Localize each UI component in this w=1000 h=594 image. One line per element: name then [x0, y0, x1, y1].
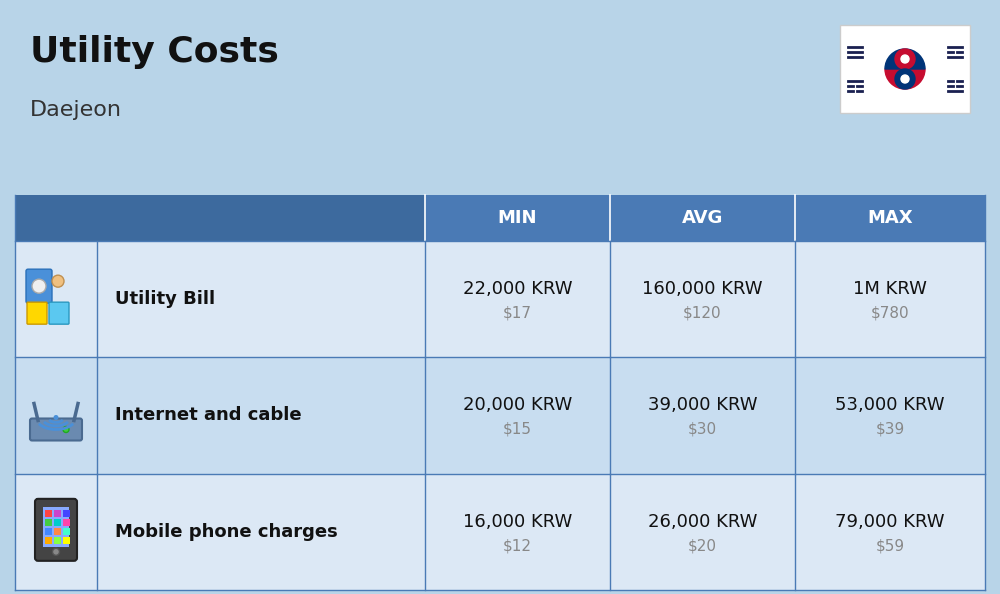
Text: AVG: AVG [682, 209, 723, 227]
FancyBboxPatch shape [49, 302, 69, 324]
Wedge shape [885, 49, 925, 69]
Bar [43, 507, 69, 547]
Text: $15: $15 [503, 422, 532, 437]
Text: MAX: MAX [867, 209, 913, 227]
Circle shape [52, 548, 60, 555]
Bar [45, 528, 52, 535]
Text: MIN: MIN [498, 209, 537, 227]
Text: Daejeon: Daejeon [30, 100, 122, 120]
Bar [45, 537, 52, 544]
Text: $780: $780 [871, 306, 909, 321]
Bar [63, 510, 70, 517]
Text: Utility Bill: Utility Bill [115, 290, 215, 308]
Text: 22,000 KRW: 22,000 KRW [463, 280, 572, 298]
Bar [63, 528, 70, 535]
FancyBboxPatch shape [30, 419, 82, 441]
Text: $20: $20 [688, 538, 717, 554]
Bar [54, 537, 61, 544]
Text: $17: $17 [503, 306, 532, 321]
Text: $39: $39 [875, 422, 905, 437]
Text: 1M KRW: 1M KRW [853, 280, 927, 298]
Text: 20,000 KRW: 20,000 KRW [463, 397, 572, 415]
FancyBboxPatch shape [27, 302, 47, 324]
Bar [54, 528, 61, 535]
Text: Mobile phone charges: Mobile phone charges [115, 523, 338, 541]
Bar [15, 473, 985, 590]
FancyBboxPatch shape [26, 269, 52, 303]
Bar [63, 537, 70, 544]
Circle shape [52, 275, 64, 287]
Bar [54, 510, 61, 517]
Text: $59: $59 [875, 538, 905, 554]
Text: Internet and cable: Internet and cable [115, 406, 302, 425]
Bar [15, 358, 985, 473]
FancyBboxPatch shape [35, 499, 77, 561]
Bar [15, 195, 985, 241]
Wedge shape [885, 69, 925, 89]
Circle shape [54, 415, 58, 420]
Text: 26,000 KRW: 26,000 KRW [648, 513, 757, 531]
Text: Utility Costs: Utility Costs [30, 35, 279, 69]
Text: 79,000 KRW: 79,000 KRW [835, 513, 945, 531]
Bar [15, 195, 425, 241]
Text: $120: $120 [683, 306, 722, 321]
Text: 39,000 KRW: 39,000 KRW [648, 397, 757, 415]
Circle shape [895, 69, 915, 89]
FancyBboxPatch shape [840, 25, 970, 113]
Circle shape [901, 55, 909, 63]
Bar [15, 241, 985, 358]
Text: 53,000 KRW: 53,000 KRW [835, 397, 945, 415]
Text: 160,000 KRW: 160,000 KRW [642, 280, 763, 298]
Text: 16,000 KRW: 16,000 KRW [463, 513, 572, 531]
Circle shape [63, 426, 69, 432]
Text: $12: $12 [503, 538, 532, 554]
Circle shape [32, 279, 46, 293]
Bar [63, 519, 70, 526]
Text: $30: $30 [688, 422, 717, 437]
Circle shape [895, 49, 915, 69]
Bar [54, 519, 61, 526]
Circle shape [901, 75, 909, 83]
Bar [45, 510, 52, 517]
Bar [45, 519, 52, 526]
